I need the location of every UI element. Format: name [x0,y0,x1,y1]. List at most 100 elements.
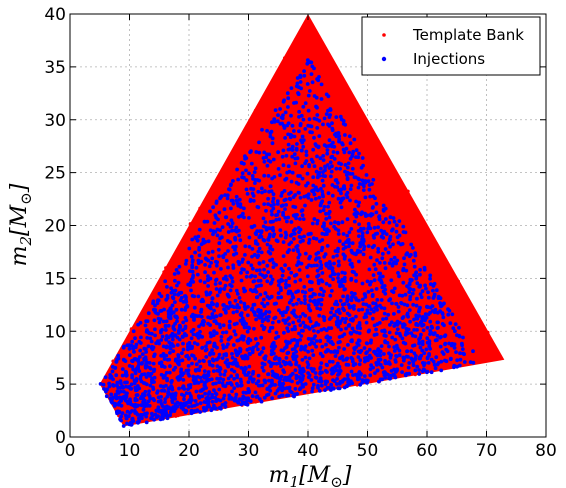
injection-point [408,297,412,302]
template-bank-point [316,59,320,64]
injection-point [335,150,340,155]
template-bank-point [348,137,352,141]
injection-point [280,154,285,159]
injection-point [217,322,222,327]
injection-point [292,346,297,351]
template-bank-point [259,200,264,205]
template-bank-point [305,131,309,136]
injection-point [385,341,390,345]
injection-point [205,219,210,224]
injection-point [305,360,310,364]
injection-point [444,359,449,364]
template-bank-point [206,318,210,323]
injection-point [234,225,239,230]
injection-point [140,352,145,356]
injection-point [197,253,202,258]
injection-point [276,291,281,295]
injection-point [114,373,119,378]
injection-point [230,198,235,203]
injection-point [268,131,273,136]
injection-point [120,367,125,371]
injection-point [287,192,291,196]
injection-point [175,400,180,405]
injection-point [343,163,348,167]
injection-point [337,263,341,267]
injection-point [285,386,289,390]
injection-point [431,288,435,293]
injection-point [297,331,301,336]
injection-point [344,316,348,321]
injection-point [259,230,264,235]
injection-point [330,269,335,274]
injection-point [438,309,442,314]
injection-point [232,369,237,374]
injection-point [219,267,223,271]
injection-point [389,320,394,325]
injection-point [350,326,355,331]
injection-point [290,327,295,332]
injection-point [390,263,395,268]
injection-point [365,213,370,218]
injection-point [111,395,116,400]
template-bank-point [305,105,309,109]
injection-point [374,332,379,337]
injection-point [392,367,396,372]
injection-point [280,278,285,283]
injection-point [190,404,195,408]
injection-point [403,332,408,337]
injection-point [133,371,138,376]
injection-point [452,346,457,350]
injection-point [284,339,288,344]
injection-point [180,334,185,339]
template-bank-point [413,373,417,377]
injection-point [336,307,341,312]
injection-point [264,274,268,278]
injection-point [404,268,409,273]
injection-point [366,222,371,226]
template-bank-point [359,218,363,222]
injection-point [271,219,275,224]
injection-point [270,277,275,282]
injection-point [210,312,215,316]
injection-point [415,281,420,286]
injection-point [266,250,271,254]
injection-point [430,325,435,330]
injection-point [368,311,372,316]
injection-point [397,233,402,238]
injection-point [247,364,252,369]
template-bank-point [456,354,460,358]
injection-point [348,141,353,146]
injection-point [130,339,135,344]
injection-point [349,331,354,336]
injection-point [307,89,312,93]
injection-point [247,235,252,240]
injection-point [235,309,239,314]
injection-point [275,199,280,204]
injection-point [302,285,307,289]
injection-point [226,265,230,270]
injection-point [320,271,325,275]
injection-point [334,299,339,304]
injection-point [358,326,363,331]
injection-point [335,181,340,185]
injection-point [372,350,376,354]
injection-point [365,381,369,385]
injection-point [224,352,229,356]
injection-point [267,385,272,389]
injection-point [239,311,244,315]
injection-point [151,361,156,366]
injection-point [183,294,188,298]
injection-point [305,365,310,370]
injection-point [394,331,399,336]
template-bank-point [233,271,237,275]
injection-point [206,392,211,396]
injection-point [139,379,144,384]
template-bank-point [225,178,229,182]
injection-point [425,340,430,345]
injection-point [359,240,364,245]
template-bank-point [420,279,424,283]
injection-point [250,350,255,355]
injection-point [455,358,459,363]
injection-point [409,356,414,361]
injection-point [357,259,361,264]
